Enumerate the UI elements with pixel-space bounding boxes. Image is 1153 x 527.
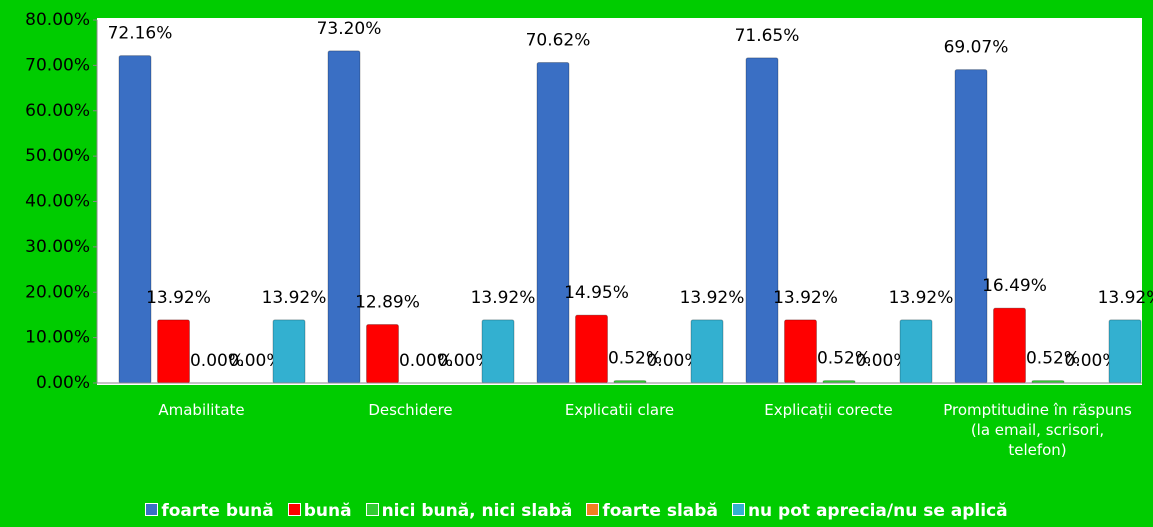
- data-label: 13.92%: [680, 288, 745, 308]
- data-label: 13.92%: [471, 288, 536, 308]
- data-label: 0.00%: [228, 351, 282, 371]
- data-label: 16.49%: [982, 276, 1047, 296]
- legend-swatch: [287, 503, 301, 516]
- legend-swatch: [145, 503, 159, 516]
- data-label: 0.00%: [437, 351, 491, 371]
- y-tick-label: 40.00%: [25, 192, 90, 212]
- data-label: 0.52%: [817, 349, 871, 369]
- data-label: 73.20%: [317, 19, 382, 39]
- x-tick-label: Promptitudine în răspuns (la email, scri…: [943, 401, 1132, 459]
- bar: [481, 319, 515, 384]
- bar: [366, 324, 399, 384]
- legend-item: nu pot aprecia/nu se aplică: [731, 501, 1008, 521]
- bar: [690, 319, 724, 384]
- y-tick-label: 10.00%: [25, 328, 90, 348]
- data-label: 71.65%: [735, 26, 800, 46]
- data-label: 13.92%: [1098, 288, 1153, 308]
- bar: [745, 57, 779, 384]
- y-tick-label: 0.00%: [36, 373, 90, 393]
- x-tick-label: Explicații corecte: [764, 401, 893, 419]
- bar: [784, 319, 817, 384]
- y-tick-label: 60.00%: [25, 101, 90, 121]
- bar: [575, 314, 608, 384]
- legend-label: foarte bună: [161, 501, 274, 521]
- data-label: 0.52%: [608, 349, 662, 369]
- data-label: 0.52%: [1026, 349, 1080, 369]
- legend-item: foarte slabă: [586, 501, 718, 521]
- y-tick-label: 20.00%: [25, 282, 90, 302]
- bar: [327, 50, 361, 384]
- data-label: 0.00%: [399, 351, 453, 371]
- x-tick-label: Deschidere: [368, 401, 453, 419]
- y-tick-label: 50.00%: [25, 146, 90, 166]
- x-tick-label: Amabilitate: [158, 401, 245, 419]
- y-tick-label: 80.00%: [25, 10, 90, 30]
- data-label: 13.92%: [773, 288, 838, 308]
- x-tick-label: Explicatii clare: [564, 401, 675, 419]
- bar: [157, 319, 190, 384]
- legend-swatch: [586, 503, 600, 516]
- legend-label: nu pot aprecia/nu se aplică: [747, 501, 1008, 521]
- bar: [1108, 319, 1142, 384]
- data-label: 0.00%: [855, 351, 909, 371]
- bar: [993, 307, 1026, 384]
- data-label: 0.00%: [646, 351, 700, 371]
- legend-label: foarte slabă: [602, 501, 718, 521]
- legend-label: nici bună, nici slabă: [381, 501, 573, 521]
- y-tick-label: 30.00%: [25, 237, 90, 257]
- data-label: 13.92%: [146, 288, 211, 308]
- data-label: 69.07%: [944, 38, 1009, 58]
- data-label: 0.00%: [190, 351, 244, 371]
- bar: [954, 69, 988, 384]
- legend-label: bună: [303, 501, 352, 521]
- data-label: 14.95%: [564, 283, 629, 303]
- data-label: 70.62%: [526, 31, 591, 51]
- data-label: 13.92%: [262, 288, 327, 308]
- bar: [272, 319, 306, 384]
- data-label: 0.00%: [1064, 351, 1118, 371]
- data-label: 12.89%: [355, 293, 420, 313]
- legend: foarte bună bună nici bună, nici slabă foar…: [0, 501, 1153, 521]
- bar: [536, 62, 570, 384]
- bar: [118, 55, 152, 384]
- data-label: 72.16%: [108, 24, 173, 44]
- y-tick-label: 70.00%: [25, 55, 90, 75]
- legend-item: foarte bună: [145, 501, 274, 521]
- bar: [899, 319, 933, 384]
- legend-swatch: [731, 503, 745, 516]
- data-label: 13.92%: [889, 288, 954, 308]
- legend-swatch: [365, 503, 379, 516]
- legend-item: nici bună, nici slabă: [365, 501, 573, 521]
- legend-item: bună: [287, 501, 352, 521]
